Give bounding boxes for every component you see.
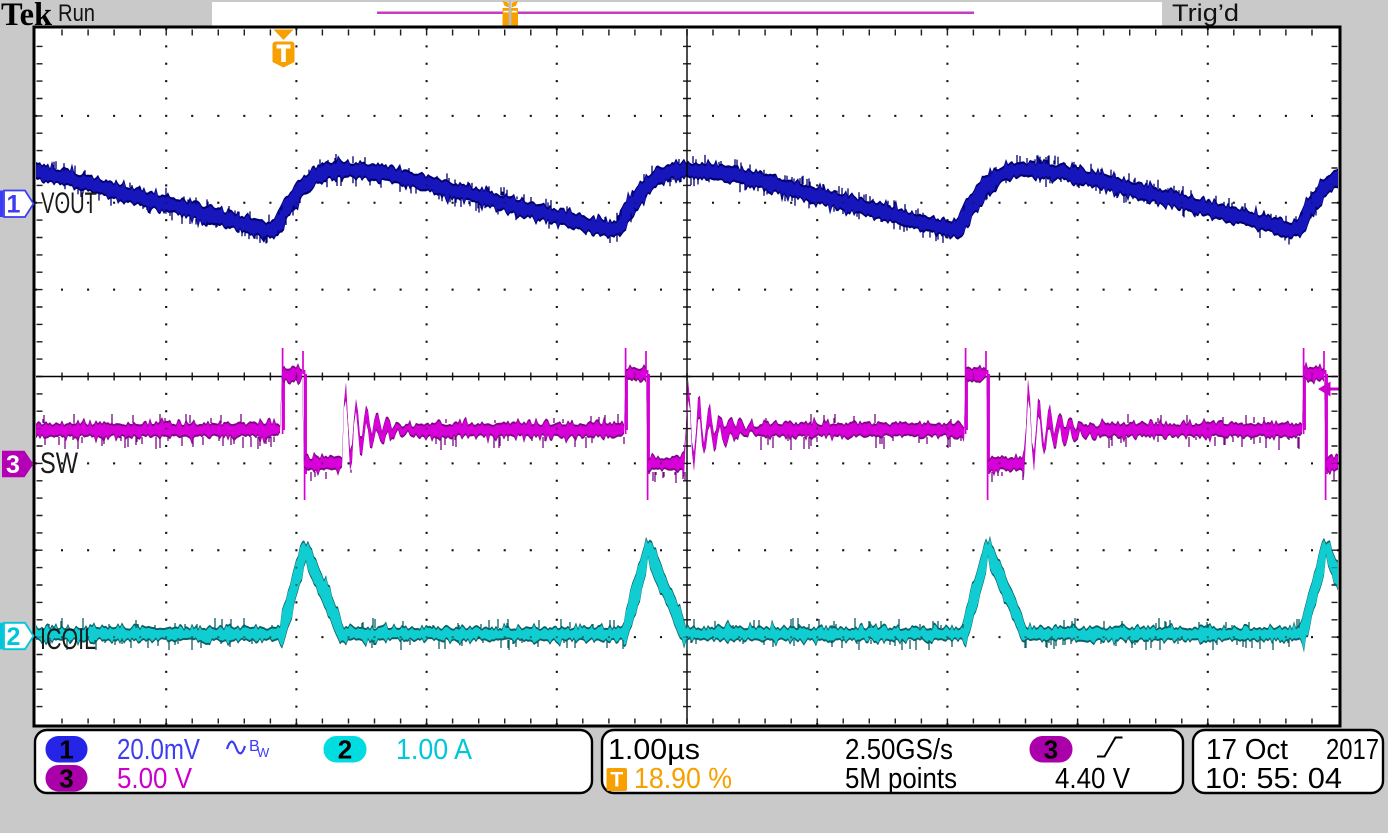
svg-text:1: 1 — [7, 191, 21, 219]
svg-text:Trig’d: Trig’d — [1172, 0, 1239, 27]
svg-text:VOUT: VOUT — [41, 187, 97, 220]
svg-text:5.00 V: 5.00 V — [117, 763, 193, 795]
svg-text:20.0mV: 20.0mV — [117, 734, 201, 766]
svg-text:1.00µs: 1.00µs — [608, 734, 700, 766]
svg-text:3: 3 — [1044, 735, 1058, 765]
svg-text:2: 2 — [7, 623, 21, 651]
svg-text:17 Oct: 17 Oct — [1206, 734, 1288, 766]
svg-text:B: B — [249, 738, 260, 755]
svg-text:1: 1 — [59, 735, 73, 765]
svg-text:18.90 %: 18.90 % — [634, 763, 732, 795]
svg-text:3: 3 — [59, 764, 73, 794]
svg-text:4.40 V: 4.40 V — [1055, 763, 1131, 795]
svg-text:2017: 2017 — [1326, 734, 1379, 766]
svg-text:SW: SW — [40, 447, 79, 480]
svg-text:1.00 A: 1.00 A — [396, 734, 473, 766]
svg-text:10: 55: 04: 10: 55: 04 — [1205, 763, 1342, 795]
svg-text:T: T — [610, 769, 623, 792]
svg-text:3: 3 — [6, 451, 20, 479]
svg-text:ICOIL: ICOIL — [40, 623, 96, 656]
svg-text:Run: Run — [58, 0, 95, 27]
svg-text:2: 2 — [338, 735, 352, 765]
svg-text:5M points: 5M points — [845, 763, 957, 795]
svg-text:W: W — [257, 745, 270, 760]
svg-text:2.50GS/s: 2.50GS/s — [845, 734, 953, 766]
